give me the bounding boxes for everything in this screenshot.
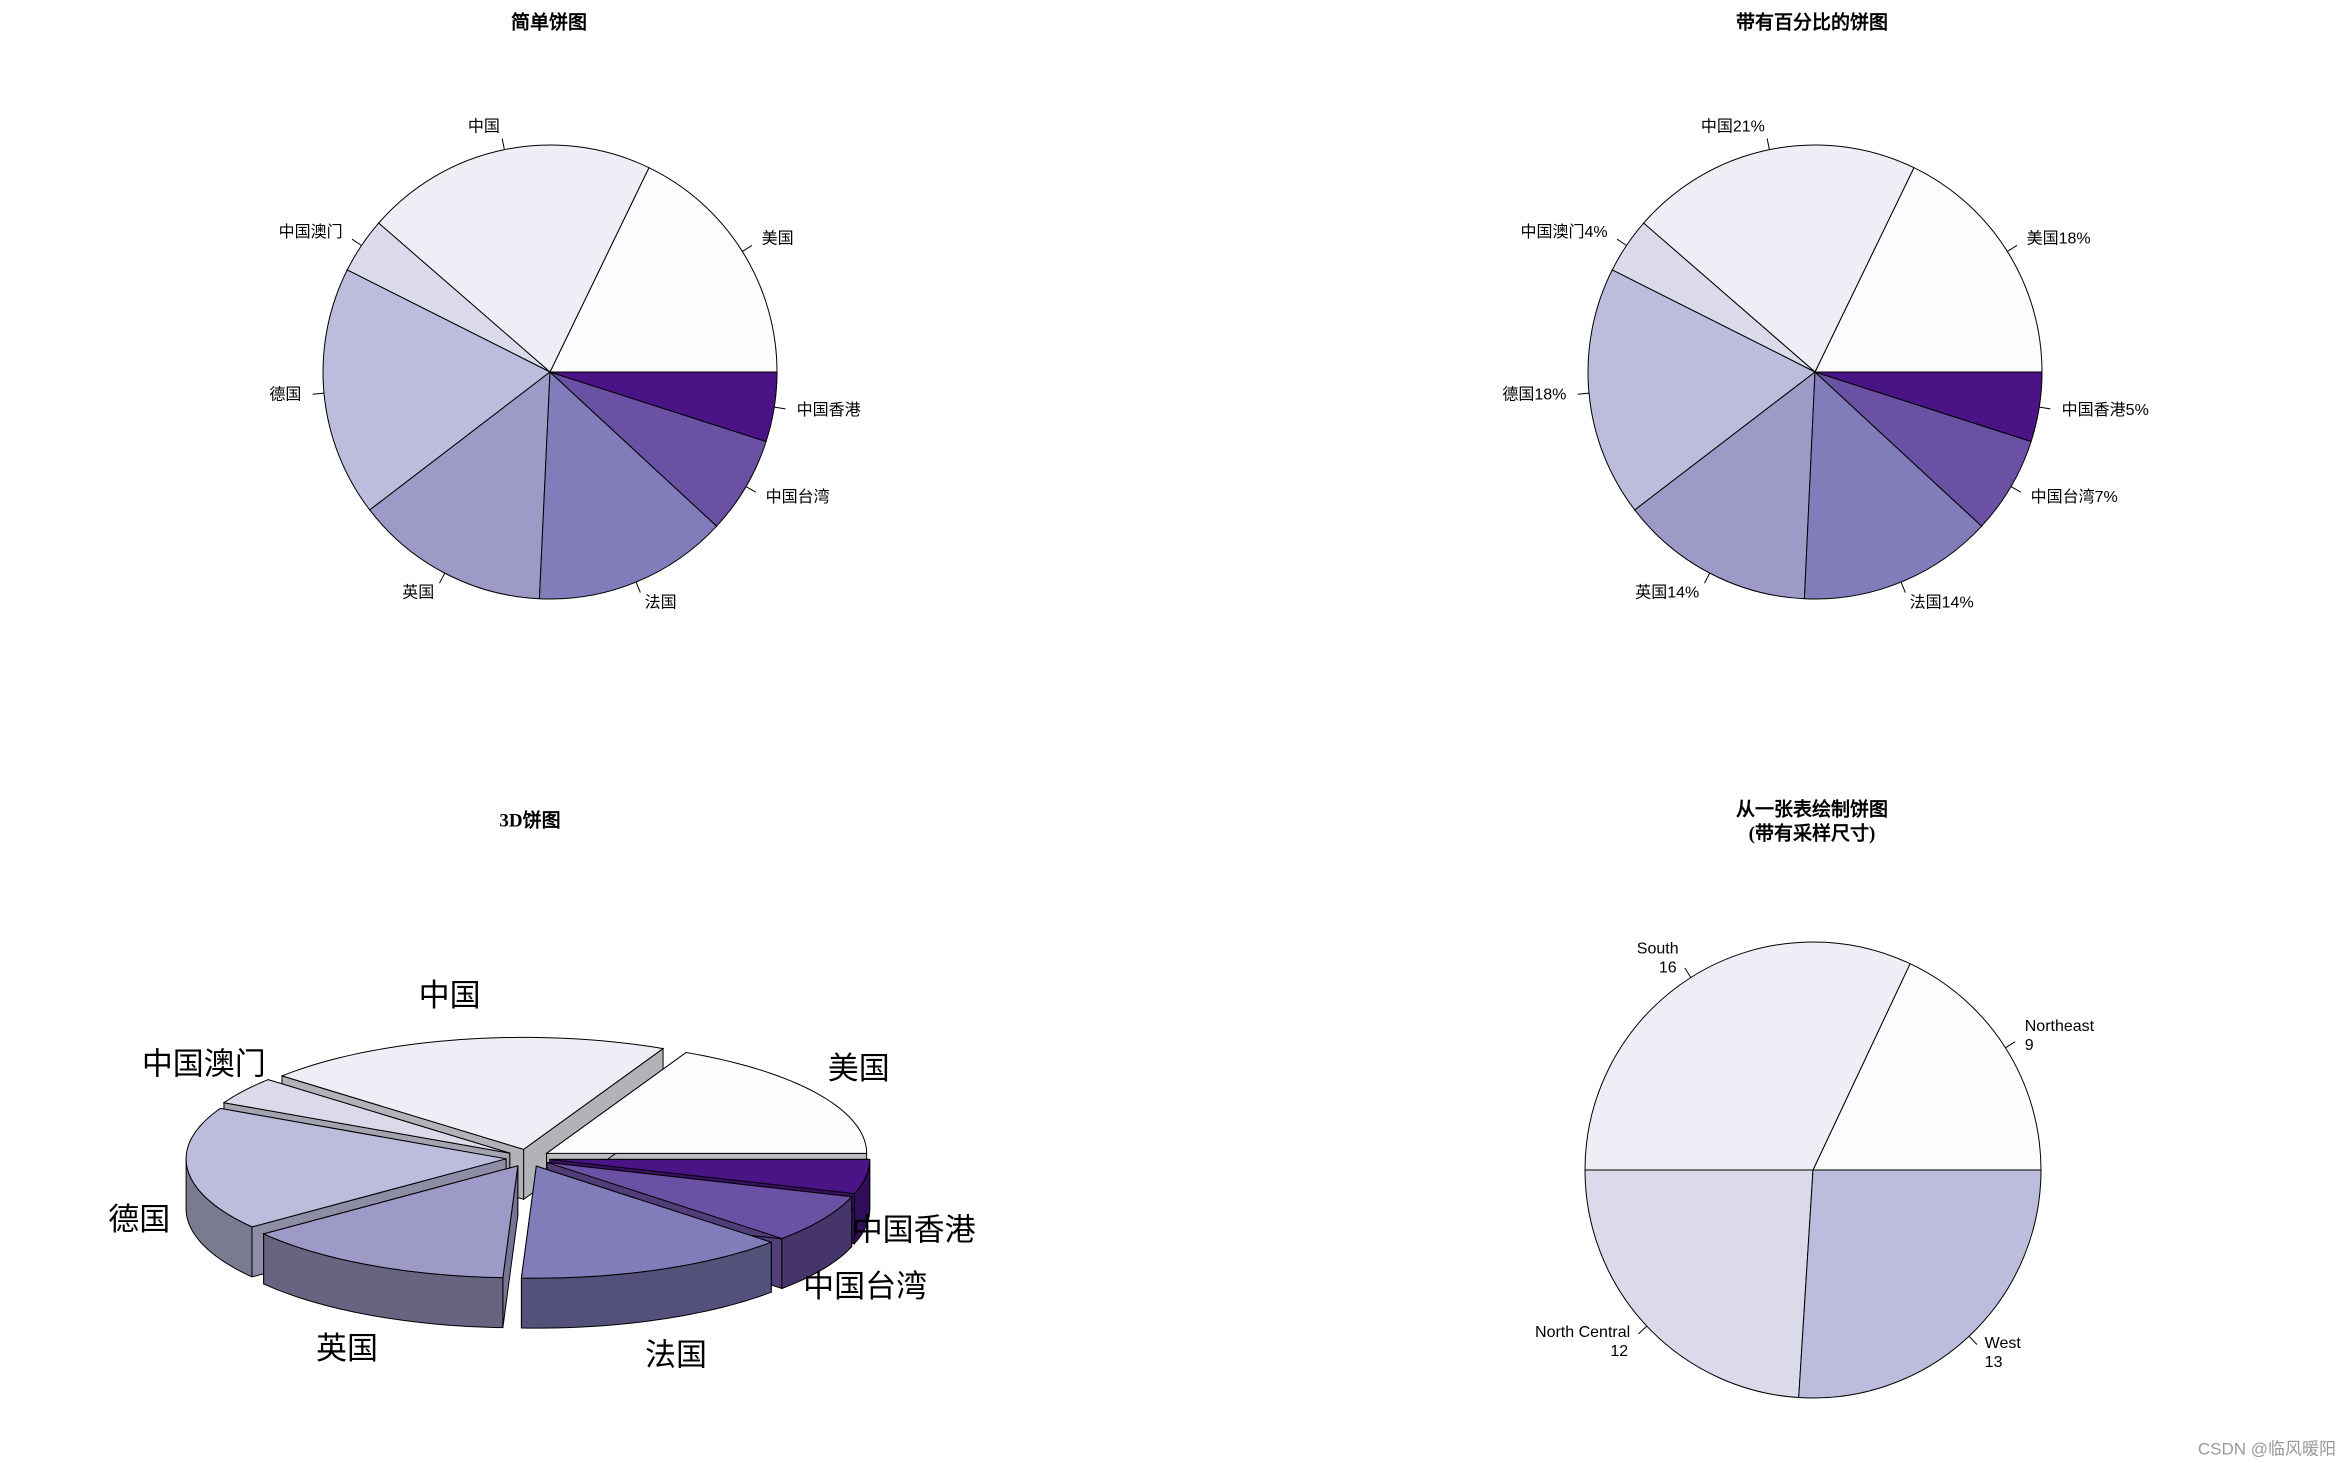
label-tick	[774, 406, 786, 410]
pie-slice	[1634, 370, 1816, 600]
chart-title: (带有采样尺寸)	[1749, 821, 1876, 844]
slice-top	[280, 1036, 665, 1150]
label-tick	[2005, 1041, 2016, 1049]
slice-label: 法国	[645, 593, 677, 611]
slice-top	[520, 1165, 773, 1279]
label-tick	[439, 572, 446, 584]
slice-label: West	[1985, 1335, 2022, 1352]
label-tick	[1684, 967, 1692, 978]
slice-label: 德国	[108, 1202, 170, 1237]
slice-label: 中国台湾7%	[2031, 488, 2118, 506]
slice-label: 美国	[762, 230, 794, 248]
slice-top	[222, 1079, 510, 1154]
label-tick	[1577, 392, 1590, 395]
slice-value: 12	[1610, 1343, 1628, 1360]
label-tick	[501, 138, 505, 150]
label-tick	[2039, 406, 2051, 410]
slice-label: 中国澳门4%	[1521, 223, 1608, 241]
label-tick	[2010, 486, 2022, 493]
chart-title: 带有百分比的饼图	[1736, 10, 1888, 33]
slice-label: 中国香港	[852, 1212, 976, 1247]
label-tick	[742, 244, 753, 252]
slice-value: 16	[1659, 959, 1677, 976]
slice-label: 中国香港	[797, 401, 861, 419]
slice-top	[262, 1165, 519, 1279]
slice-label: South	[1637, 940, 1679, 957]
label-tick	[1766, 138, 1770, 150]
slice-top	[546, 1161, 853, 1240]
pie-slice	[1587, 269, 1816, 511]
slice-value: 9	[2025, 1037, 2034, 1054]
chart-title: 简单饼图	[511, 10, 587, 33]
label-tick	[635, 581, 641, 593]
label-tick	[1704, 572, 1711, 584]
slice-label: 中国澳门	[142, 1047, 266, 1082]
pie-slice	[549, 167, 778, 373]
pie-slice	[322, 269, 551, 511]
slice-label: 美国18%	[2027, 230, 2091, 248]
slice-label: 法国	[645, 1337, 707, 1372]
pie-slice	[1814, 167, 2043, 373]
slice-label: 美国	[828, 1051, 890, 1086]
pie-slice	[1803, 370, 1983, 600]
slice-label: 英国14%	[1635, 583, 1699, 601]
slice-label: 中国	[419, 978, 481, 1013]
label-tick	[745, 486, 757, 493]
chart-title: 3D饼图	[499, 808, 560, 831]
slice-label: 中国台湾	[766, 488, 830, 506]
slice-label: 中国21%	[1701, 118, 1765, 136]
slice-label: 英国	[402, 583, 434, 601]
slice-top	[545, 1052, 868, 1154]
pie-slice	[369, 370, 551, 600]
slice-label: 中国香港5%	[2062, 401, 2149, 419]
watermark: CSDN @临风暖阳	[2198, 1439, 2336, 1458]
pie-slice	[1642, 144, 1915, 373]
label-tick	[312, 392, 325, 395]
label-tick	[2007, 244, 2018, 252]
slice-value: 13	[1985, 1354, 2003, 1371]
label-tick	[1900, 581, 1906, 593]
slice-label: 法国14%	[1910, 593, 1974, 611]
label-tick	[1638, 1325, 1648, 1335]
slice-label: 英国	[316, 1331, 378, 1366]
slice-label: 中国澳门	[279, 223, 343, 241]
pie-slice	[1584, 941, 1911, 1171]
pie-slice	[1812, 963, 2042, 1171]
label-tick	[351, 238, 362, 246]
slice-label: 中国台湾	[803, 1269, 927, 1304]
slice-label: Northeast	[2025, 1018, 2095, 1035]
label-tick	[1616, 238, 1627, 246]
slice-top	[185, 1107, 507, 1228]
slice-label: North Central	[1535, 1324, 1630, 1341]
slice-top	[549, 1158, 871, 1195]
slice-label: 德国	[269, 385, 301, 403]
label-tick	[1968, 1335, 1978, 1345]
chart-title: 从一张表绘制饼图	[1736, 797, 1888, 820]
slice-label: 德国18%	[1502, 385, 1566, 403]
slice-label: 中国	[468, 118, 500, 136]
